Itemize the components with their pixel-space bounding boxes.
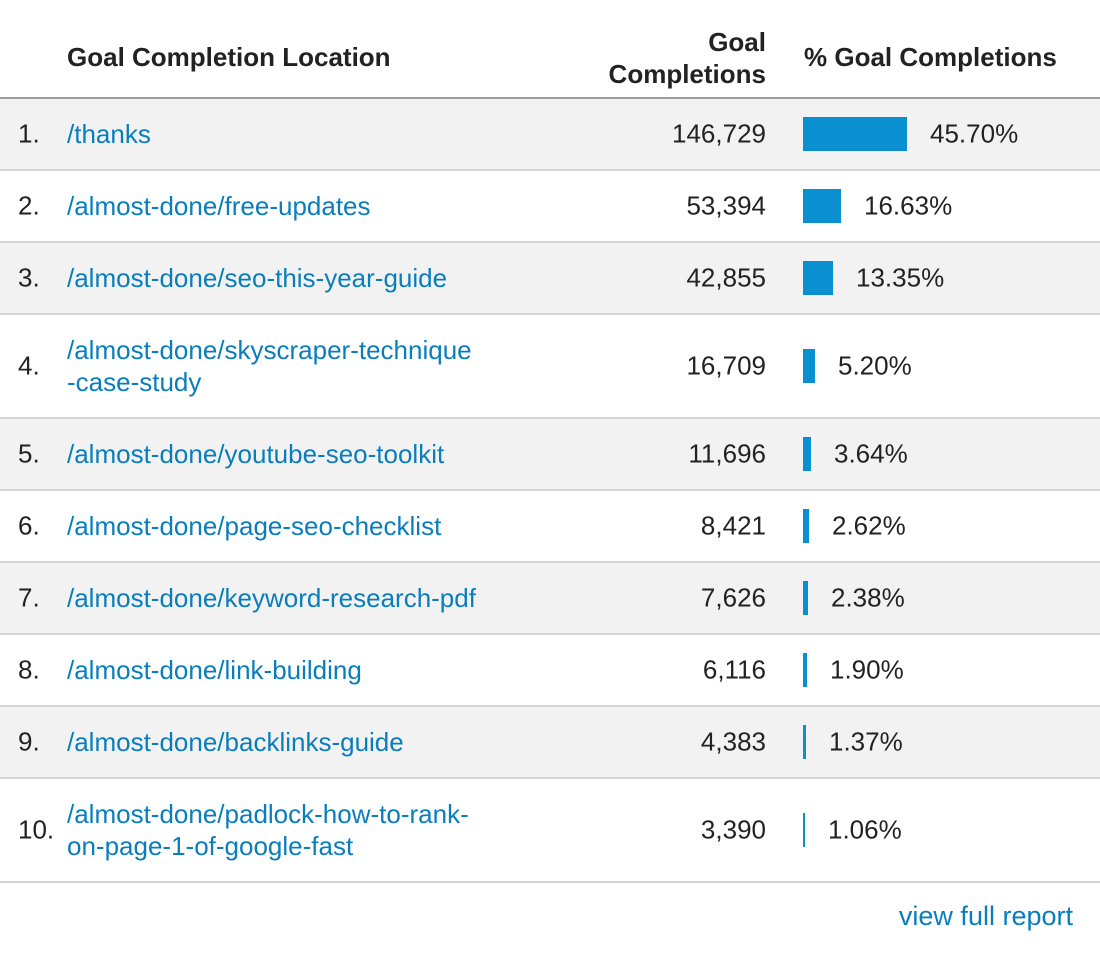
goal-location-link[interactable]: /almost-done/link-building	[67, 654, 557, 686]
goal-completions-value: 6,116	[702, 654, 766, 685]
row-rank: 1.	[18, 118, 40, 149]
column-header-completions-line2: Completions	[608, 59, 766, 89]
goal-completions-value: 7,626	[700, 582, 766, 613]
percent-bar	[803, 349, 815, 383]
goal-location-line: /thanks	[67, 119, 151, 149]
goal-location-line: /almost-done/free-updates	[67, 191, 371, 221]
percent-value: 2.62%	[832, 510, 906, 541]
column-header-completions[interactable]: Goal Completions	[609, 26, 766, 90]
table-row: 7. /almost-done/keyword-research-pdf 7,626…	[0, 563, 1100, 635]
row-rank: 2.	[18, 190, 40, 221]
goal-completions-value: 8,421	[700, 510, 766, 541]
goal-completions-value: 146,729	[672, 118, 766, 149]
column-header-location[interactable]: Goal Completion Location	[67, 42, 391, 72]
goal-completions-value: 3,390	[700, 814, 766, 845]
goal-location-line: /almost-done/keyword-research-pdf	[67, 583, 476, 613]
table-row: 6. /almost-done/page-seo-checklist 8,421 2.…	[0, 491, 1100, 563]
goal-location-link[interactable]: /almost-done/keyword-research-pdf	[67, 582, 557, 614]
table-row: 9. /almost-done/backlinks-guide 4,383 1.37%	[0, 707, 1100, 779]
percent-bar	[803, 813, 805, 847]
goal-location-link[interactable]: /almost-done/skyscraper-technique -case-s…	[67, 334, 557, 398]
goal-location-line: /almost-done/backlinks-guide	[67, 727, 404, 757]
table-row: 2. /almost-done/free-updates 53,394 16.63%	[0, 171, 1100, 243]
percent-value: 45.70%	[930, 118, 1019, 149]
table-row: 5. /almost-done/youtube-seo-toolkit 11,696…	[0, 419, 1100, 491]
row-rank: 10.	[18, 814, 55, 845]
percent-bar	[803, 117, 907, 151]
goal-completions-value: 4,383	[700, 726, 766, 757]
percent-bar	[803, 725, 806, 759]
goal-location-link[interactable]: /almost-done/backlinks-guide	[67, 726, 557, 758]
percent-bar	[803, 261, 833, 295]
percent-bar	[803, 581, 808, 615]
goal-completions-value: 42,855	[686, 262, 766, 293]
column-header-percent[interactable]: % Goal Completions	[804, 42, 1057, 72]
percent-value: 1.37%	[829, 726, 903, 757]
table-row: 4. /almost-done/skyscraper-technique -case…	[0, 315, 1100, 419]
row-rank: 6.	[18, 510, 40, 541]
table-row: 8. /almost-done/link-building 6,116 1.90%	[0, 635, 1100, 707]
goal-location-line: /almost-done/youtube-seo-toolkit	[67, 439, 445, 469]
goal-location-link[interactable]: /thanks	[67, 118, 557, 150]
table-row: 10. /almost-done/padlock-how-to-rank-on-p…	[0, 779, 1100, 883]
column-header-completions-line1: Goal	[708, 27, 766, 57]
percent-value: 5.20%	[838, 350, 912, 381]
table-body: 1. /thanks 146,729 45.70% 2. /almost-done/fre…	[0, 99, 1100, 883]
goal-location-link[interactable]: /almost-done/page-seo-checklist	[67, 510, 557, 542]
percent-value: 1.90%	[830, 654, 904, 685]
percent-value: 3.64%	[834, 438, 908, 469]
goal-completions-value: 16,709	[686, 350, 766, 381]
goal-location-line: /almost-done/seo-this-year-guide	[67, 263, 448, 293]
row-rank: 7.	[18, 582, 40, 613]
goal-location-line: /almost-done/link-building	[67, 655, 362, 685]
goal-location-line: on-page-1-of-google-fast	[67, 831, 354, 861]
percent-bar	[803, 509, 809, 543]
row-rank: 5.	[18, 438, 40, 469]
percent-value: 13.35%	[856, 262, 945, 293]
goal-location-line: -case-study	[67, 367, 202, 397]
goal-location-link[interactable]: /almost-done/seo-this-year-guide	[67, 262, 557, 294]
row-rank: 3.	[18, 262, 40, 293]
table-row: 1. /thanks 146,729 45.70%	[0, 99, 1100, 171]
table-row: 3. /almost-done/seo-this-year-guide 42,855…	[0, 243, 1100, 315]
goal-location-link[interactable]: /almost-done/free-updates	[67, 190, 557, 222]
goal-location-line: /almost-done/padlock-how-to-rank-	[67, 799, 469, 829]
row-rank: 4.	[18, 350, 40, 381]
goal-completions-value: 11,696	[688, 438, 766, 469]
percent-value: 2.38%	[831, 582, 905, 613]
percent-value: 16.63%	[864, 190, 953, 221]
table-header: Goal Completion Location Goal Completion…	[0, 0, 1100, 99]
goal-location-link[interactable]: /almost-done/youtube-seo-toolkit	[67, 438, 557, 470]
goal-location-link[interactable]: /almost-done/padlock-how-to-rank-on-page…	[67, 798, 557, 862]
percent-bar	[803, 653, 807, 687]
goal-location-line: /almost-done/page-seo-checklist	[67, 511, 442, 541]
goal-location-line: /almost-done/skyscraper-technique	[67, 335, 472, 365]
goal-completions-value: 53,394	[686, 190, 766, 221]
row-rank: 8.	[18, 654, 40, 685]
table-footer: view full report	[0, 883, 1100, 953]
percent-bar	[803, 189, 841, 223]
percent-value: 1.06%	[828, 814, 902, 845]
percent-bar	[803, 437, 811, 471]
row-rank: 9.	[18, 726, 40, 757]
view-full-report-link[interactable]: view full report	[898, 901, 1073, 931]
